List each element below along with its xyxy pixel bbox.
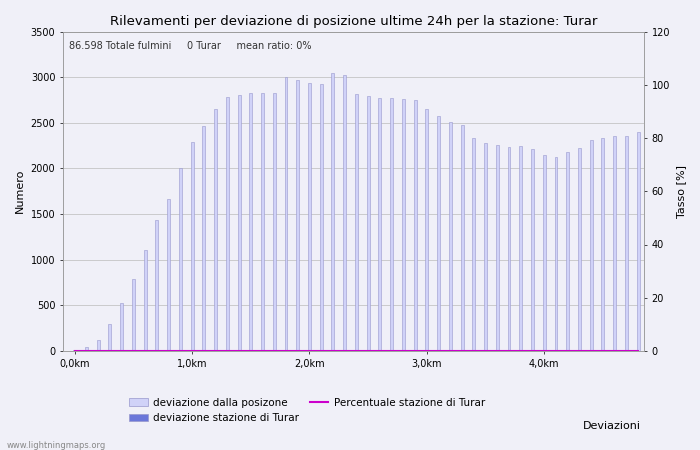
Bar bbox=[390, 98, 393, 351]
Bar bbox=[402, 99, 405, 351]
Bar bbox=[566, 152, 569, 351]
Bar bbox=[473, 138, 475, 351]
Bar bbox=[132, 279, 135, 351]
Bar bbox=[332, 73, 335, 351]
Text: www.lightningmaps.org: www.lightningmaps.org bbox=[7, 441, 106, 450]
Bar bbox=[202, 126, 205, 351]
Bar bbox=[284, 77, 288, 351]
Bar bbox=[437, 117, 440, 351]
Text: 86.598 Totale fulmini     0 Turar     mean ratio: 0%: 86.598 Totale fulmini 0 Turar mean ratio… bbox=[69, 41, 312, 51]
Bar bbox=[449, 122, 452, 351]
Bar bbox=[508, 147, 510, 351]
Bar bbox=[190, 142, 194, 351]
Bar bbox=[484, 143, 487, 351]
Bar bbox=[85, 347, 88, 351]
Bar bbox=[97, 340, 99, 351]
Y-axis label: Numero: Numero bbox=[15, 169, 25, 213]
Bar bbox=[108, 324, 111, 351]
Bar bbox=[379, 98, 382, 351]
Bar bbox=[542, 155, 546, 351]
Bar bbox=[226, 97, 229, 351]
Bar bbox=[589, 140, 593, 351]
Bar bbox=[296, 80, 299, 351]
Bar bbox=[637, 132, 640, 351]
Bar bbox=[461, 125, 463, 351]
Bar bbox=[426, 109, 428, 351]
Y-axis label: Tasso [%]: Tasso [%] bbox=[676, 165, 686, 218]
Bar bbox=[613, 136, 616, 351]
Bar bbox=[249, 93, 252, 351]
Text: Deviazioni: Deviazioni bbox=[582, 421, 640, 431]
Bar bbox=[414, 100, 416, 351]
Bar bbox=[167, 198, 170, 351]
Bar bbox=[214, 109, 217, 351]
Bar bbox=[355, 94, 358, 351]
Bar bbox=[273, 93, 276, 351]
Bar bbox=[531, 149, 534, 351]
Title: Rilevamenti per deviazione di posizione ultime 24h per la stazione: Turar: Rilevamenti per deviazione di posizione … bbox=[110, 14, 597, 27]
Bar bbox=[578, 148, 581, 351]
Bar bbox=[144, 250, 146, 351]
Bar bbox=[155, 220, 158, 351]
Bar bbox=[367, 96, 370, 351]
Bar bbox=[625, 135, 628, 351]
Bar bbox=[554, 158, 557, 351]
Bar bbox=[496, 145, 498, 351]
Legend: deviazione dalla posizone, deviazione stazione di Turar, Percentuale stazione di: deviazione dalla posizone, deviazione st… bbox=[130, 398, 485, 423]
Bar bbox=[320, 84, 323, 351]
Bar bbox=[237, 95, 241, 351]
Bar bbox=[179, 168, 182, 351]
Bar bbox=[519, 146, 522, 351]
Bar bbox=[343, 75, 346, 351]
Bar bbox=[120, 302, 123, 351]
Bar bbox=[308, 83, 311, 351]
Bar bbox=[601, 138, 604, 351]
Bar bbox=[74, 350, 76, 351]
Bar bbox=[261, 93, 264, 351]
